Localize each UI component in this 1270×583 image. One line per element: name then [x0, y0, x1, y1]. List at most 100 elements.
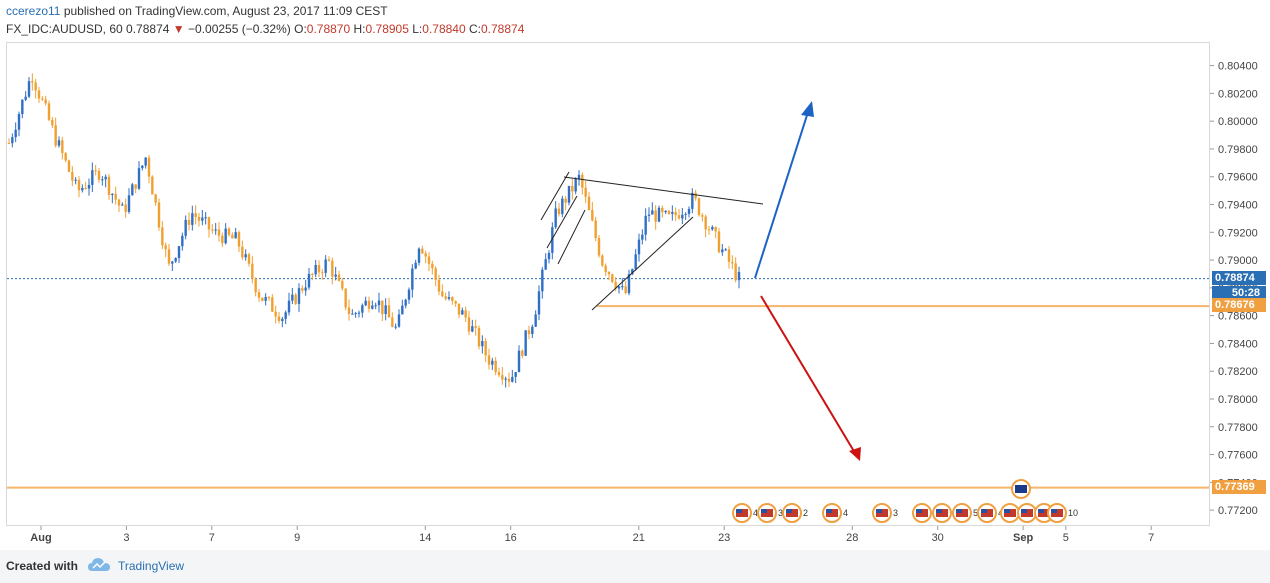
candle-body	[647, 214, 651, 216]
candle-body	[14, 129, 17, 138]
price-axis[interactable]: 0.80400 0.80200 0.80000 0.79800 0.79600 0.794…	[1210, 42, 1270, 526]
candle-body	[641, 234, 644, 240]
candle-body	[191, 213, 194, 225]
down-triangle-icon: ▼	[172, 22, 185, 36]
candle-body	[207, 217, 211, 230]
candle-body	[484, 341, 487, 356]
candle-body	[54, 125, 57, 146]
candle-body	[157, 202, 161, 228]
y-tick-label: 0.79400	[1218, 200, 1258, 212]
event-count: 3	[893, 508, 898, 518]
candle-body	[627, 274, 631, 294]
candle-body	[694, 192, 697, 199]
candle-body	[684, 213, 687, 215]
time-axis[interactable]: Aug 3 7 9 14 16 21 23 28 30 Sep 5 7	[6, 526, 1210, 546]
candle-body	[94, 170, 97, 172]
candle-body	[334, 274, 337, 277]
candle-body	[434, 268, 437, 280]
candle-body	[44, 99, 47, 104]
x-tick-label: 3	[123, 532, 129, 544]
candle-body	[274, 311, 277, 317]
candle-body	[154, 194, 157, 203]
chart-pane[interactable]: 43243535492210	[6, 42, 1210, 526]
symbol-name[interactable]: FX_IDC:AUDUSD, 60	[6, 22, 123, 36]
y-tick-label: 0.78200	[1218, 366, 1258, 378]
y-tick-label: 0.79800	[1218, 144, 1258, 156]
author-link[interactable]: ccerezo11	[6, 4, 61, 18]
candle-body	[481, 341, 484, 347]
level-high-tag: 0.78676	[1212, 298, 1266, 313]
candle-body	[111, 193, 114, 195]
candle-body	[31, 81, 34, 83]
x-tick-label: 7	[209, 532, 215, 544]
candle-body	[61, 140, 64, 154]
candle-body	[344, 288, 347, 308]
au-flag-icon	[1015, 485, 1027, 493]
candle-body	[724, 249, 727, 251]
candle-body	[257, 292, 261, 298]
flag-canton	[876, 509, 882, 513]
flag-canton	[736, 509, 742, 513]
candle-body	[464, 310, 467, 318]
candle-body	[67, 160, 71, 172]
flag-canton	[1021, 509, 1027, 513]
candle-body	[587, 196, 591, 211]
candle-body	[494, 360, 497, 373]
candle-body	[384, 305, 387, 315]
projected-down-arrow	[760, 295, 856, 454]
x-tick-label: 21	[633, 532, 645, 544]
candle-body	[701, 215, 704, 217]
candle-body	[167, 249, 171, 264]
candle-body	[717, 231, 721, 253]
candle-body	[214, 229, 217, 231]
candle-body	[297, 288, 301, 304]
low-value: 0.78840	[422, 22, 466, 36]
event-count: 10	[1068, 508, 1078, 518]
x-tick-label: 5	[1063, 532, 1069, 544]
close-label: C:	[469, 22, 481, 36]
price-plot[interactable]: 43243535492210	[7, 43, 1209, 525]
candle-body	[27, 81, 31, 97]
candle-body	[164, 245, 167, 250]
candle-body	[467, 317, 471, 332]
candle-body	[251, 263, 254, 279]
candle-body	[661, 207, 664, 213]
candle-body	[37, 90, 41, 99]
candle-body	[634, 254, 637, 270]
flag-canton	[786, 509, 792, 513]
candle-body	[107, 176, 111, 195]
y-tick-label: 0.79000	[1218, 255, 1258, 267]
candle-body	[584, 187, 587, 197]
candle-body	[291, 294, 294, 301]
candle-body	[591, 210, 594, 221]
low-label: L:	[412, 22, 423, 36]
candle-body	[287, 300, 291, 313]
candle-body	[304, 287, 307, 291]
projected-up-arrow	[754, 108, 810, 279]
candle-body	[101, 179, 104, 181]
publish-line: ccerezo11 published on TradingView.com, …	[6, 4, 388, 18]
candle-body	[71, 171, 74, 181]
candle-body	[437, 279, 441, 292]
tradingview-brand[interactable]: TradingView	[118, 559, 185, 573]
flag-canton	[826, 509, 832, 513]
high-label: H:	[353, 22, 366, 36]
candle-body	[317, 264, 321, 273]
open-value: 0.78870	[306, 22, 351, 36]
candle-body	[117, 199, 121, 206]
candle-body	[11, 137, 14, 144]
x-tick-label: 16	[505, 532, 517, 544]
candle-body	[407, 289, 411, 300]
candle-body	[674, 212, 677, 216]
candle-body	[327, 259, 331, 261]
candle-body	[131, 184, 134, 196]
candle-body	[457, 303, 461, 315]
candle-body	[211, 229, 214, 231]
resistance-trendline	[563, 176, 764, 205]
flag-canton	[761, 509, 767, 513]
candle-body	[57, 140, 61, 146]
candle-body	[441, 291, 444, 297]
down-arrow-head	[849, 447, 861, 461]
candle-body	[104, 176, 107, 180]
candle-body	[51, 119, 54, 126]
